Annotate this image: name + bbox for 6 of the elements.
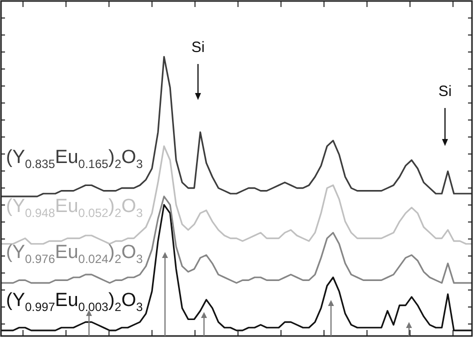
- series-label: (Y$_{0.835}$Eu$_{0.165}$)$_{2}$O$_{3}$: [6, 147, 143, 171]
- annotation: Si: [438, 83, 452, 100]
- series-label: (Y$_{0.997}$Eu$_{0.003}$)$_{2}$O$_{3}$: [6, 290, 143, 314]
- series-label: (Y$_{0.948}$Eu$_{0.052}$)$_{2}$O$_{3}$: [6, 196, 143, 220]
- text: Si: [191, 39, 205, 56]
- series-label: (Y$_{0.976}$Eu$_{0.024}$)$_{2}$O$_{3}$: [6, 242, 143, 266]
